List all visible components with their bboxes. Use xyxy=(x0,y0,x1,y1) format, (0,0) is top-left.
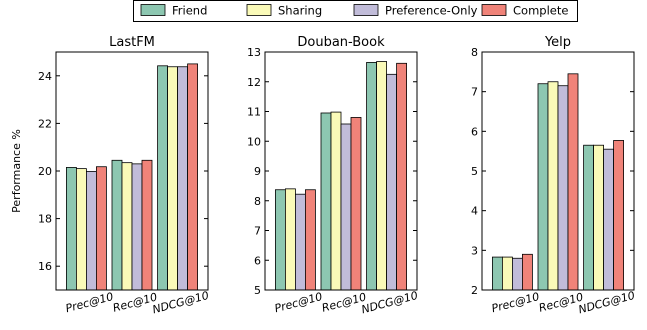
bar xyxy=(501,256,513,291)
panel-title: Douban-Book xyxy=(297,35,385,50)
x-tick-label: Rec@10 xyxy=(320,290,367,314)
y-axis-label: Performance % xyxy=(10,129,23,213)
bar xyxy=(131,163,143,291)
bar xyxy=(557,85,569,291)
bar xyxy=(284,188,296,291)
bar xyxy=(111,159,123,291)
bar xyxy=(366,62,378,291)
bar xyxy=(613,140,624,291)
panel-title: LastFM xyxy=(109,35,155,50)
legend-swatch xyxy=(140,4,166,16)
legend-swatch xyxy=(246,4,272,16)
bar xyxy=(157,65,169,291)
x-tick-label: Prec@10 xyxy=(490,290,541,315)
bar xyxy=(522,253,533,291)
legend: Friend Sharing Preference-Only Complete xyxy=(133,0,578,22)
bar xyxy=(96,166,107,291)
legend-item: Preference-Only xyxy=(353,4,478,18)
y-tick-label: 5 xyxy=(471,165,478,178)
x-tick-label: Prec@10 xyxy=(273,290,324,315)
legend-swatch xyxy=(481,4,507,16)
legend-swatch xyxy=(353,4,379,16)
legend-label: Complete xyxy=(513,4,568,18)
y-tick-label: 9 xyxy=(254,165,261,178)
y-tick-label: 8 xyxy=(254,195,261,208)
y-tick-label: 24 xyxy=(38,70,52,83)
legend-item: Sharing xyxy=(246,4,322,18)
y-tick-label: 4 xyxy=(471,205,478,218)
bar xyxy=(294,193,306,291)
bar xyxy=(121,162,133,291)
bar xyxy=(177,66,189,291)
legend-label: Sharing xyxy=(278,4,322,18)
bar xyxy=(593,144,604,291)
y-tick-label: 22 xyxy=(38,117,52,130)
y-tick-label: 16 xyxy=(38,260,52,273)
bar xyxy=(274,189,286,291)
bar xyxy=(320,112,332,291)
y-tick-label: 7 xyxy=(471,86,478,99)
y-tick-label: 12 xyxy=(247,76,261,89)
y-tick-label: 7 xyxy=(254,225,261,238)
bar xyxy=(86,171,97,291)
bar xyxy=(603,148,614,291)
x-tick-label: NDCG@10 xyxy=(151,289,210,317)
x-tick-label: NDCG@10 xyxy=(360,289,419,317)
y-tick-label: 11 xyxy=(247,106,261,119)
y-tick-label: 6 xyxy=(254,254,261,267)
y-tick-label: 20 xyxy=(38,165,52,178)
legend-label: Friend xyxy=(172,4,207,18)
x-tick-label: Prec@10 xyxy=(64,290,115,315)
legend-item: Friend xyxy=(140,4,207,18)
bar xyxy=(187,63,199,291)
bar xyxy=(567,73,579,291)
x-tick-label: Rec@10 xyxy=(111,290,158,314)
y-tick-label: 8 xyxy=(471,46,478,59)
bar xyxy=(396,62,408,291)
bar xyxy=(376,61,388,291)
bar xyxy=(340,123,352,291)
bar xyxy=(76,168,87,291)
x-tick-label: Rec@10 xyxy=(537,290,584,314)
bar xyxy=(537,83,549,291)
bar xyxy=(491,256,503,291)
bar xyxy=(141,159,153,291)
y-tick-label: 18 xyxy=(38,213,52,226)
bar xyxy=(304,189,316,291)
y-tick-label: 6 xyxy=(471,125,478,138)
bar xyxy=(167,66,179,291)
bar xyxy=(386,73,398,291)
bar xyxy=(512,257,523,291)
bar xyxy=(330,111,342,291)
bar xyxy=(547,81,559,291)
bar xyxy=(66,167,77,291)
y-tick-label: 2 xyxy=(471,284,478,297)
x-tick-label: NDCG@10 xyxy=(577,289,636,317)
y-tick-label: 13 xyxy=(247,46,261,59)
bar xyxy=(583,144,594,291)
y-tick-label: 3 xyxy=(471,244,478,257)
bar xyxy=(350,117,362,291)
y-tick-label: 10 xyxy=(247,135,261,148)
panel-title: Yelp xyxy=(544,35,571,50)
legend-item: Complete xyxy=(481,4,568,18)
y-tick-label: 5 xyxy=(254,284,261,297)
legend-label: Preference-Only xyxy=(385,4,478,18)
